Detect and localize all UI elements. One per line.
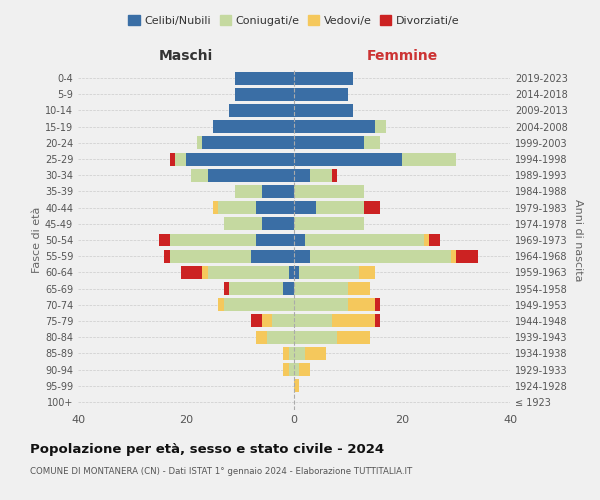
Bar	[310, 250, 451, 262]
Bar	[375, 298, 380, 311]
Bar	[224, 218, 262, 230]
Bar	[294, 169, 310, 181]
Bar	[208, 169, 294, 181]
Bar	[218, 201, 256, 214]
Bar	[181, 266, 202, 279]
Bar	[348, 298, 375, 311]
Y-axis label: Fasce di età: Fasce di età	[32, 207, 42, 273]
Bar	[332, 314, 375, 328]
Bar	[294, 72, 353, 85]
Bar	[224, 298, 294, 311]
Bar	[299, 363, 310, 376]
Bar	[164, 250, 170, 262]
Bar	[294, 120, 375, 133]
Bar	[375, 314, 380, 328]
Bar	[294, 330, 337, 344]
Bar	[289, 266, 294, 279]
Bar	[224, 282, 229, 295]
Bar	[235, 88, 294, 101]
Bar	[283, 282, 294, 295]
Bar	[229, 282, 283, 295]
Bar	[289, 363, 294, 376]
Bar	[305, 347, 326, 360]
Bar	[294, 282, 348, 295]
Bar	[202, 136, 294, 149]
Bar	[294, 136, 364, 149]
Bar	[305, 234, 424, 246]
Bar	[294, 234, 305, 246]
Bar	[348, 282, 370, 295]
Bar	[359, 266, 375, 279]
Bar	[191, 169, 208, 181]
Bar	[375, 120, 386, 133]
Bar	[170, 152, 175, 166]
Bar	[364, 136, 380, 149]
Bar	[262, 218, 294, 230]
Bar	[170, 234, 256, 246]
Legend: Celibi/Nubili, Coniugati/e, Vedovi/e, Divorziati/e: Celibi/Nubili, Coniugati/e, Vedovi/e, Di…	[124, 10, 464, 30]
Bar	[262, 314, 272, 328]
Bar	[202, 266, 208, 279]
Bar	[294, 250, 310, 262]
Bar	[316, 201, 364, 214]
Bar	[159, 234, 170, 246]
Bar	[251, 314, 262, 328]
Bar	[208, 266, 289, 279]
Bar	[294, 347, 305, 360]
Text: Femmine: Femmine	[367, 48, 437, 62]
Bar	[229, 104, 294, 117]
Bar	[451, 250, 456, 262]
Text: Popolazione per età, sesso e stato civile - 2024: Popolazione per età, sesso e stato civil…	[30, 442, 384, 456]
Bar	[175, 152, 186, 166]
Bar	[294, 88, 348, 101]
Bar	[294, 363, 299, 376]
Bar	[262, 185, 294, 198]
Bar	[294, 185, 364, 198]
Bar	[218, 298, 224, 311]
Bar	[424, 234, 429, 246]
Bar	[213, 120, 294, 133]
Bar	[197, 136, 202, 149]
Bar	[294, 152, 402, 166]
Bar	[294, 104, 353, 117]
Bar	[294, 201, 316, 214]
Bar	[294, 218, 364, 230]
Bar	[256, 234, 294, 246]
Bar	[294, 314, 332, 328]
Bar	[294, 298, 348, 311]
Text: COMUNE DI MONTANERA (CN) - Dati ISTAT 1° gennaio 2024 - Elaborazione TUTTITALIA.: COMUNE DI MONTANERA (CN) - Dati ISTAT 1°…	[30, 468, 412, 476]
Text: Maschi: Maschi	[159, 48, 213, 62]
Bar	[186, 152, 294, 166]
Bar	[310, 169, 332, 181]
Bar	[337, 330, 370, 344]
Bar	[251, 250, 294, 262]
Bar	[235, 72, 294, 85]
Bar	[294, 379, 299, 392]
Bar	[364, 201, 380, 214]
Bar	[272, 314, 294, 328]
Bar	[289, 347, 294, 360]
Bar	[213, 201, 218, 214]
Bar	[294, 266, 299, 279]
Bar	[429, 234, 440, 246]
Bar	[267, 330, 294, 344]
Bar	[235, 185, 262, 198]
Bar	[283, 363, 289, 376]
Bar	[170, 250, 251, 262]
Bar	[299, 266, 359, 279]
Bar	[256, 330, 267, 344]
Y-axis label: Anni di nascita: Anni di nascita	[573, 198, 583, 281]
Bar	[402, 152, 456, 166]
Bar	[456, 250, 478, 262]
Bar	[332, 169, 337, 181]
Bar	[256, 201, 294, 214]
Bar	[283, 347, 289, 360]
